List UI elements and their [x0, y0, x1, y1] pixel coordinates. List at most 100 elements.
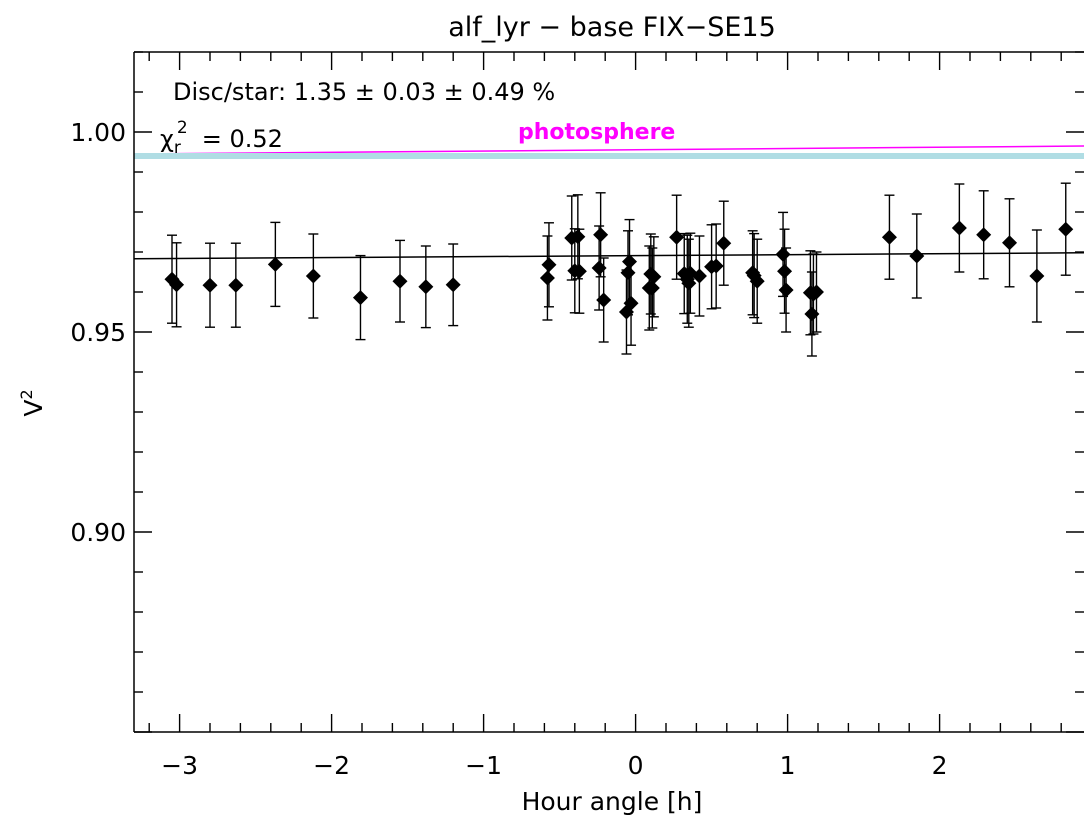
data-point	[746, 232, 762, 319]
data-point	[418, 245, 434, 329]
diamond-marker	[305, 268, 321, 284]
diamond-marker	[539, 270, 555, 286]
axes	[133, 51, 1084, 733]
data-point	[951, 183, 967, 273]
x-tick-label: 2	[932, 751, 948, 780]
diamond-marker	[681, 275, 697, 291]
data-point	[778, 247, 794, 333]
diamond-marker	[808, 284, 824, 300]
diamond-marker	[1029, 268, 1045, 284]
data-point	[1029, 229, 1045, 323]
data-point	[169, 242, 185, 328]
diamond-marker	[775, 246, 791, 262]
x-tick-label: −3	[161, 751, 198, 780]
chi-value: = 0.52	[202, 125, 283, 153]
data-point	[669, 194, 685, 280]
diamond-marker	[620, 265, 636, 281]
data-point	[228, 242, 244, 328]
data-point	[749, 238, 765, 324]
diamond-marker	[445, 277, 461, 293]
data-point	[976, 190, 992, 280]
diamond-marker	[392, 273, 408, 289]
diamond-marker	[571, 263, 587, 279]
y-tick-label: 1.00	[70, 118, 126, 147]
diamond-marker	[708, 258, 724, 274]
diamond-marker	[352, 290, 368, 306]
data-point	[1002, 198, 1018, 288]
diamond-marker	[804, 306, 820, 322]
diamond-marker	[228, 277, 244, 293]
data-point	[305, 233, 321, 319]
data-point	[445, 243, 461, 327]
data-point	[539, 235, 555, 321]
diamond-marker	[591, 260, 607, 276]
chi-subscript: r	[174, 138, 181, 158]
data-point	[708, 223, 724, 309]
y-axis-label-superscript: 2	[17, 389, 36, 399]
diamond-marker	[623, 295, 639, 311]
data-point	[392, 239, 408, 323]
x-tick-label: −1	[465, 751, 502, 780]
chi-superscript: 2	[177, 118, 188, 138]
x-tick-label: 0	[628, 751, 644, 780]
diamond-marker	[778, 282, 794, 298]
data-point	[808, 251, 824, 333]
diamond-marker	[418, 279, 434, 295]
data-point	[352, 254, 368, 341]
chi-square-annotation: χr2 = 0.52	[160, 118, 283, 158]
y-tick-label: 0.95	[70, 318, 126, 347]
x-tick-label: 1	[780, 751, 796, 780]
data-point	[570, 194, 586, 280]
diamond-marker	[202, 277, 218, 293]
diamond-marker	[596, 292, 612, 308]
data-point	[646, 236, 662, 318]
data-point	[804, 271, 820, 357]
diamond-marker	[777, 263, 793, 279]
data-point	[777, 228, 793, 314]
data-point	[571, 228, 587, 314]
plot-area	[133, 145, 1084, 357]
diamond-marker	[951, 220, 967, 236]
diamond-marker	[716, 235, 732, 251]
diamond-marker	[976, 227, 992, 243]
diamond-marker	[169, 277, 185, 293]
photosphere-line	[133, 145, 1084, 155]
data-point	[1058, 182, 1074, 276]
diamond-marker	[541, 257, 557, 273]
data-point	[267, 221, 283, 308]
diamond-marker	[646, 269, 662, 285]
data-point	[623, 260, 639, 346]
data-point	[593, 192, 609, 278]
diamond-marker	[593, 227, 609, 243]
x-tick-labels: −3 −2 −1 0 1 2	[161, 751, 947, 780]
diamond-marker	[570, 229, 586, 245]
diamond-marker	[909, 248, 925, 264]
fit-line	[133, 252, 1084, 260]
data-point	[909, 213, 925, 299]
photosphere-label: photosphere	[518, 120, 675, 145]
data-point	[541, 222, 557, 308]
data-point	[691, 235, 707, 317]
x-axis-label: Hour angle [h]	[522, 787, 703, 816]
data-point	[716, 200, 732, 286]
y-tick-labels: 0.90 0.95 1.00	[70, 118, 126, 547]
diamond-marker	[1002, 235, 1018, 251]
diamond-marker	[1058, 221, 1074, 237]
data-point	[202, 242, 218, 328]
y-axis-label-base: V	[19, 400, 48, 417]
diamond-marker	[749, 273, 765, 289]
data-point	[881, 194, 897, 280]
data-point	[775, 211, 791, 298]
disc-star-annotation: Disc/star: 1.35 ± 0.03 ± 0.49 %	[173, 78, 555, 106]
diamond-marker	[644, 280, 660, 296]
diamond-marker	[669, 229, 685, 245]
data-point	[596, 257, 612, 343]
diamond-marker	[691, 268, 707, 284]
data-point	[644, 247, 660, 329]
y-tick-label: 0.90	[70, 518, 126, 547]
y-axis-label: V2	[17, 389, 48, 416]
diamond-marker	[881, 229, 897, 245]
chart-title: alf_lyr − base FIX−SE15	[448, 12, 776, 43]
chi-symbol: χ	[160, 125, 174, 153]
